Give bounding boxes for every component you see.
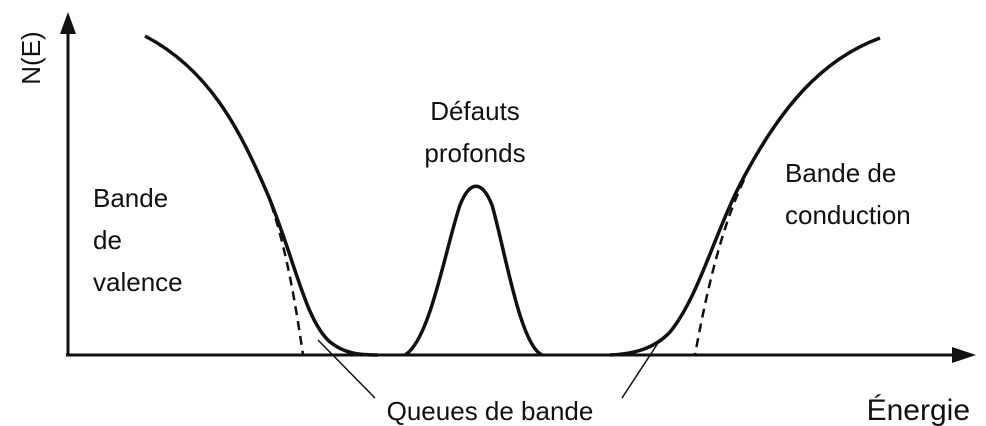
y-axis-arrow	[60, 12, 76, 34]
x-axis-label: Énergie	[867, 394, 970, 426]
label-line: conduction	[785, 200, 911, 230]
tail-leader	[621, 339, 661, 399]
tail-leader	[317, 339, 376, 399]
label-line: valence	[93, 267, 183, 297]
valence-band-ideal	[264, 189, 305, 356]
conduction-band-curve	[609, 36, 881, 357]
x-axis-arrow	[952, 347, 976, 363]
label-line: Bande	[93, 183, 168, 213]
deep-defect-peak	[403, 184, 543, 357]
label-line: Bande de	[785, 158, 896, 188]
label-line: Défauts	[430, 96, 520, 126]
label-line: profonds	[424, 138, 525, 168]
label-line: Queues de bande	[387, 396, 594, 426]
y-axis-label: N(E)	[16, 31, 46, 84]
valence-band-curve	[144, 34, 379, 357]
label-line: de	[93, 225, 122, 255]
conduction-band-ideal	[693, 179, 746, 356]
